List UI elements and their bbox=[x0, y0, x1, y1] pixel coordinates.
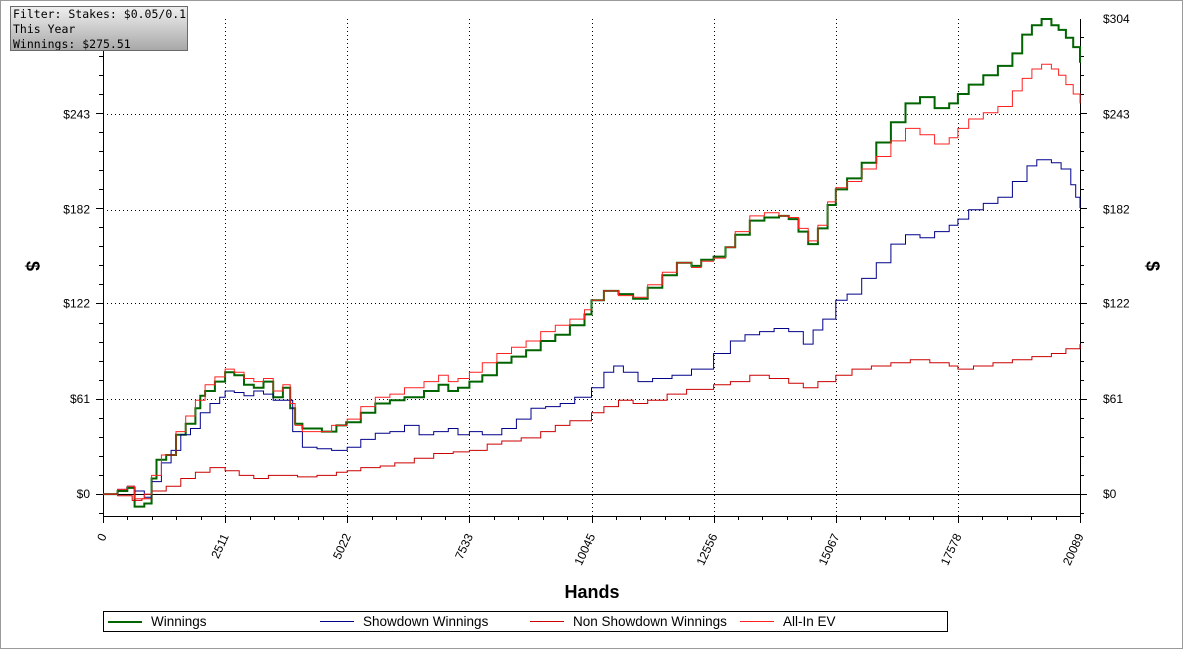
y-tick-label-right: $61 bbox=[1103, 392, 1123, 406]
legend-label-showdown-winnings: Showdown Winnings bbox=[363, 614, 489, 629]
y-tick-label-left: $0 bbox=[77, 487, 91, 501]
x-tick-label: 12556 bbox=[694, 531, 721, 567]
x-tick-label: 5022 bbox=[330, 531, 354, 561]
legend-label-winnings: Winnings bbox=[151, 614, 207, 629]
x-tick-label: 15067 bbox=[816, 531, 843, 567]
legend-label-all-in-ev: All-In EV bbox=[783, 614, 836, 629]
x-tick-label: 20089 bbox=[1060, 531, 1087, 567]
tick-labels: $0$0$61$61$122$122$182$182$243$243$304$3… bbox=[63, 12, 1130, 568]
y-tick-label-left: $61 bbox=[70, 392, 90, 406]
y-tick-label-right: $182 bbox=[1103, 203, 1130, 217]
y-tick-label-right: $243 bbox=[1103, 107, 1130, 121]
period-text: This Year bbox=[13, 22, 76, 36]
x-tick-label: 0 bbox=[94, 531, 110, 543]
legend-swatch-all-in-ev bbox=[740, 621, 774, 622]
x-axis-title: Hands bbox=[564, 582, 619, 602]
chart-legend: Winnings Showdown Winnings Non Showdown … bbox=[103, 611, 948, 632]
legend-swatch-winnings bbox=[108, 621, 142, 623]
filter-text: Filter: Stakes: $0.05/0.1 NL bbox=[13, 7, 188, 21]
x-tick-label: 10045 bbox=[571, 531, 598, 567]
legend-swatch-non-showdown-winnings bbox=[530, 621, 564, 622]
y-axis-title-right: $ bbox=[1142, 261, 1162, 271]
y-tick-label-right: $122 bbox=[1103, 296, 1130, 310]
x-tick-label: 17578 bbox=[938, 531, 965, 567]
series-line-non-showdown-winnings bbox=[103, 344, 1081, 501]
x-tick-label: 2511 bbox=[208, 531, 232, 561]
legend-label-non-showdown-winnings: Non Showdown Winnings bbox=[573, 614, 727, 629]
series-line-all-in-ev bbox=[103, 63, 1081, 500]
y-tick-label-left: $243 bbox=[63, 107, 90, 121]
y-axis-title-left: $ bbox=[22, 261, 42, 271]
y-tick-label-left: $122 bbox=[63, 296, 90, 310]
winnings-summary-text: Winnings: $275.51 bbox=[13, 37, 131, 51]
series-line-winnings bbox=[103, 18, 1081, 508]
y-tick-label-right: $304 bbox=[1103, 12, 1130, 26]
x-tick-label: 7533 bbox=[452, 531, 476, 561]
filter-info-box: Filter: Stakes: $0.05/0.1 NL This Year W… bbox=[10, 6, 188, 51]
axes bbox=[96, 19, 1087, 523]
series-lines bbox=[103, 18, 1081, 508]
y-tick-label-left: $182 bbox=[63, 203, 90, 217]
legend-swatch-showdown-winnings bbox=[320, 621, 354, 622]
series-line-showdown-winnings bbox=[103, 159, 1081, 498]
grid bbox=[103, 19, 1080, 516]
y-tick-label-right: $0 bbox=[1103, 487, 1117, 501]
